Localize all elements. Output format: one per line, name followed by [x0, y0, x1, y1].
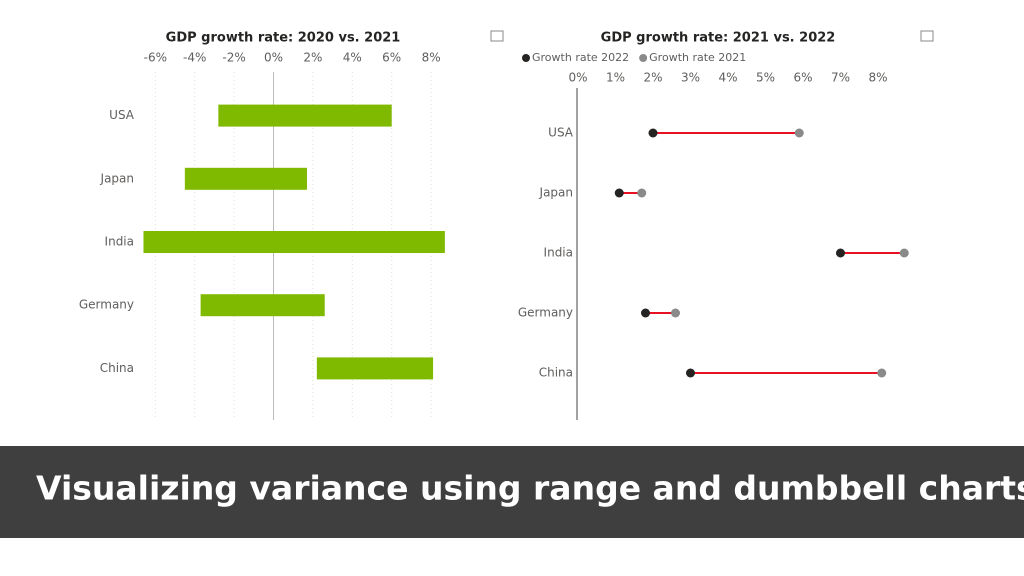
legend-label: Growth rate 2022 [532, 51, 629, 64]
range-bar [218, 104, 392, 127]
dot [794, 128, 804, 138]
caption: Visualizing variance using range and dum… [36, 469, 1024, 508]
dot [648, 128, 658, 138]
x-tick-label: 2% [303, 51, 322, 65]
dot [877, 368, 887, 378]
range-bar [200, 294, 325, 317]
caption-banner [0, 446, 1024, 538]
x-tick-label: 6% [382, 51, 401, 65]
dot [637, 188, 647, 198]
y-tick-label: Japan [539, 186, 573, 200]
chart-title: GDP growth rate: 2020 vs. 2021 [166, 31, 401, 46]
dot [671, 308, 680, 318]
x-tick-label: 3% [681, 71, 700, 85]
icon-frame [920, 30, 934, 42]
x-tick-label: 4% [718, 71, 737, 85]
icon-frame [490, 30, 504, 42]
dot [614, 188, 624, 198]
range-bar [184, 167, 307, 190]
y-tick-label: China [100, 361, 134, 375]
y-tick-label: USA [109, 108, 135, 122]
chart-title: GDP growth rate: 2021 vs. 2022 [601, 31, 836, 46]
y-tick-label: India [105, 235, 134, 249]
focus-icon[interactable] [490, 30, 934, 42]
x-tick-label: 6% [793, 71, 812, 85]
legend-marker [522, 54, 530, 62]
y-tick-label: India [544, 246, 573, 260]
x-tick-label: 8% [868, 71, 887, 85]
x-tick-label: 0% [568, 71, 587, 85]
legend-marker [639, 54, 648, 62]
legend-label: Growth rate 2021 [649, 51, 746, 64]
dot [686, 368, 695, 378]
x-tick-label: -6% [144, 51, 167, 65]
x-tick-label: 2% [643, 71, 662, 85]
dot [641, 308, 650, 318]
dot [836, 248, 845, 258]
range-bar [143, 231, 445, 253]
x-tick-label: 5% [756, 71, 775, 85]
range-bar [316, 357, 434, 380]
x-tick-label: -2% [222, 51, 245, 65]
y-tick-label: Japan [100, 171, 134, 185]
x-tick-label: 7% [831, 71, 850, 85]
x-tick-label: 0% [264, 51, 283, 65]
x-tick-label: 8% [422, 51, 441, 65]
y-tick-label: China [539, 366, 573, 380]
x-tick-label: 1% [606, 71, 625, 85]
dot [899, 248, 909, 258]
y-tick-label: Germany [518, 306, 573, 320]
y-tick-label: USA [548, 126, 574, 140]
y-tick-label: Germany [79, 298, 134, 312]
x-tick-label: 4% [343, 51, 362, 65]
x-tick-label: -4% [183, 51, 206, 65]
